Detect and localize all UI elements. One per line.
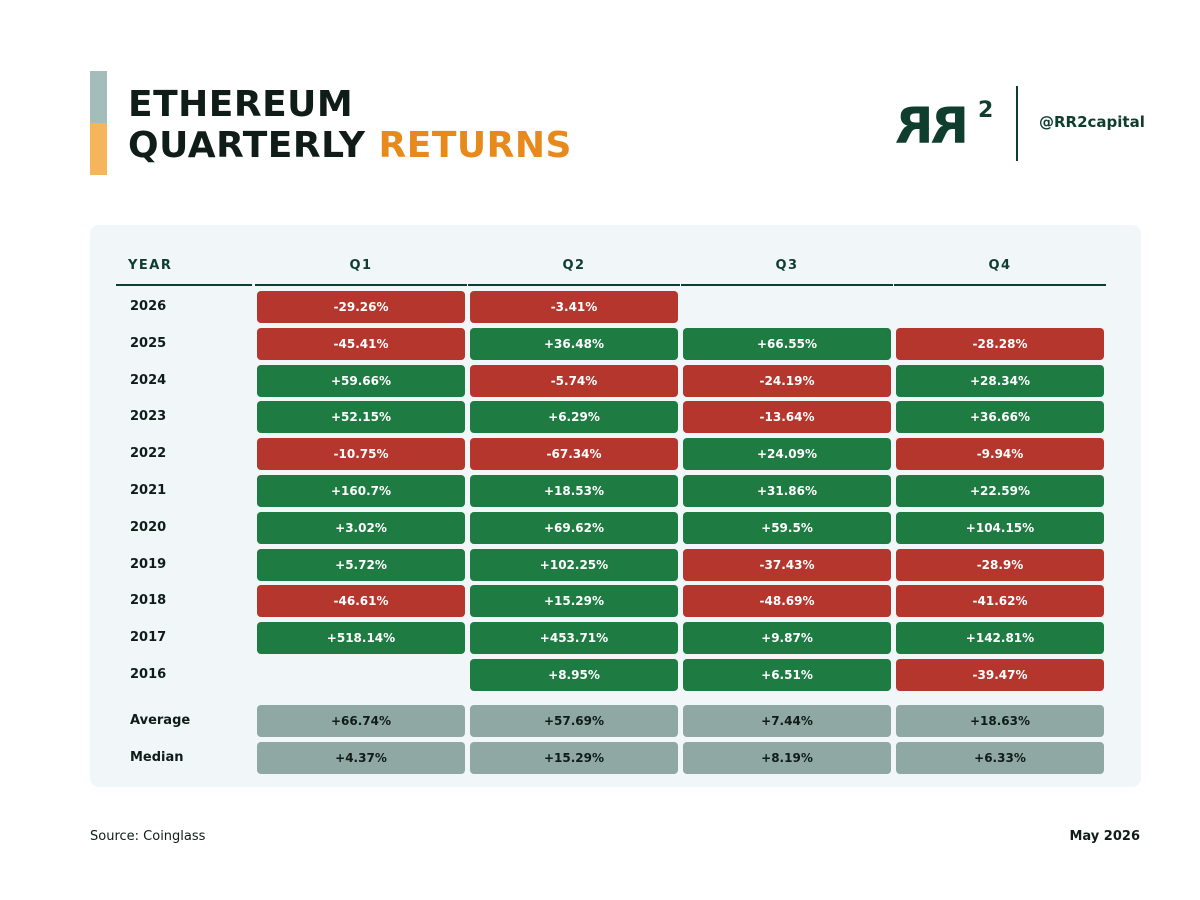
year-label-2025: 2025	[130, 335, 167, 351]
return-cell-2023-q2: +6.29%	[470, 401, 678, 434]
summary-cell-median-q4: +6.33%	[896, 742, 1104, 774]
title-accent-orange	[90, 123, 107, 175]
summary-cell-average-q2: +57.69%	[470, 705, 678, 737]
summary-cell-median-q2: +15.29%	[470, 742, 678, 774]
return-cell-2018-q1: -46.61%	[257, 585, 465, 618]
year-label-2020: 2020	[130, 519, 167, 535]
year-label-2017: 2017	[130, 630, 167, 646]
return-cell-2018-q3: -48.69%	[683, 585, 891, 618]
summary-cell-median-q3: +8.19%	[683, 742, 891, 774]
summary-label-median: Median	[130, 750, 184, 765]
return-cell-2018-q4: -41.62%	[896, 585, 1104, 618]
year-label-2021: 2021	[130, 483, 167, 498]
return-cell-2024-q2: -5.74%	[470, 364, 678, 397]
return-cell-2021-q3: +31.86%	[683, 475, 891, 507]
logo-letters: RR	[898, 97, 970, 155]
return-cell-2019-q4: -28.9%	[896, 548, 1104, 581]
return-cell-2020-q2: +69.62%	[470, 511, 678, 544]
return-cell-2025-q2: +36.48%	[470, 327, 678, 360]
return-cell-2024-q4: +28.34%	[896, 364, 1104, 397]
title-quarterly: QUARTERLY	[128, 125, 366, 166]
summary-label-average: Average	[130, 713, 191, 728]
column-header-underline-q1	[255, 284, 467, 286]
page-title: ETHEREUM QUARTERLY RETURNS	[128, 84, 572, 166]
column-header-q1: Q1	[349, 258, 373, 273]
return-cell-2017-q4: +142.81%	[896, 622, 1104, 655]
return-cell-2016-q3: +6.51%	[683, 659, 891, 691]
year-label-2018: 2018	[130, 593, 167, 609]
brand-logo: RR	[898, 96, 969, 156]
year-label-2023: 2023	[130, 409, 167, 425]
summary-cell-median-q1: +4.37%	[257, 742, 465, 774]
return-cell-2020-q3: +59.5%	[683, 511, 891, 544]
return-cell-2024-q1: +59.66%	[257, 364, 465, 397]
return-cell-2017-q3: +9.87%	[683, 622, 891, 655]
year-label-2019: 2019	[130, 556, 167, 572]
column-header-underline-year	[116, 284, 252, 286]
year-label-2022: 2022	[130, 446, 167, 462]
return-cell-2026-q2: -3.41%	[470, 291, 678, 323]
brand-handle: @RR2capital	[1039, 113, 1145, 131]
return-cell-2020-q1: +3.02%	[257, 511, 465, 544]
year-label-2024: 2024	[130, 372, 167, 388]
column-header-q3: Q3	[775, 258, 799, 273]
title-line-1: ETHEREUM	[128, 84, 354, 125]
return-cell-2019-q3: -37.43%	[683, 548, 891, 581]
summary-cell-average-q4: +18.63%	[896, 705, 1104, 737]
logo-divider	[1016, 86, 1018, 161]
return-cell-2021-q2: +18.53%	[470, 475, 678, 507]
return-cell-2021-q1: +160.7%	[257, 475, 465, 507]
return-cell-2020-q4: +104.15%	[896, 511, 1104, 544]
return-cell-2019-q1: +5.72%	[257, 548, 465, 581]
title-returns: RETURNS	[378, 125, 572, 166]
return-cell-2018-q2: +15.29%	[470, 585, 678, 618]
return-cell-2025-q4: -28.28%	[896, 327, 1104, 360]
column-header-q4: Q4	[988, 258, 1012, 273]
return-cell-2023-q3: -13.64%	[683, 401, 891, 434]
column-header-q2: Q2	[562, 258, 586, 273]
return-cell-2022-q4: -9.94%	[896, 438, 1104, 471]
return-cell-2021-q4: +22.59%	[896, 475, 1104, 507]
return-cell-2025-q3: +66.55%	[683, 327, 891, 360]
title-line-2: QUARTERLY RETURNS	[128, 125, 572, 166]
return-cell-2025-q1: -45.41%	[257, 327, 465, 360]
column-header-year: YEAR	[128, 258, 173, 273]
source-note: Source: Coinglass	[90, 829, 206, 844]
return-cell-2023-q1: +52.15%	[257, 401, 465, 434]
return-cell-2024-q3: -24.19%	[683, 364, 891, 397]
summary-cell-average-q3: +7.44%	[683, 705, 891, 737]
report-date: May 2026	[1069, 829, 1141, 844]
return-cell-2022-q1: -10.75%	[257, 438, 465, 471]
return-cell-2023-q4: +36.66%	[896, 401, 1104, 434]
return-cell-2017-q1: +518.14%	[257, 622, 465, 655]
return-cell-2016-q2: +8.95%	[470, 659, 678, 691]
column-header-underline-q2	[468, 284, 680, 286]
return-cell-2022-q2: -67.34%	[470, 438, 678, 471]
return-cell-2022-q3: +24.09%	[683, 438, 891, 471]
return-cell-2016-q4: -39.47%	[896, 659, 1104, 691]
year-label-2016: 2016	[130, 667, 167, 682]
return-cell-2017-q2: +453.71%	[470, 622, 678, 655]
return-cell-2019-q2: +102.25%	[470, 548, 678, 581]
column-header-underline-q4	[894, 284, 1106, 286]
return-cell-2026-q1: -29.26%	[257, 291, 465, 323]
summary-cell-average-q1: +66.74%	[257, 705, 465, 737]
title-accent-gray	[90, 71, 107, 123]
year-label-2026: 2026	[130, 299, 167, 314]
logo-superscript: 2	[978, 98, 994, 123]
column-header-underline-q3	[681, 284, 893, 286]
